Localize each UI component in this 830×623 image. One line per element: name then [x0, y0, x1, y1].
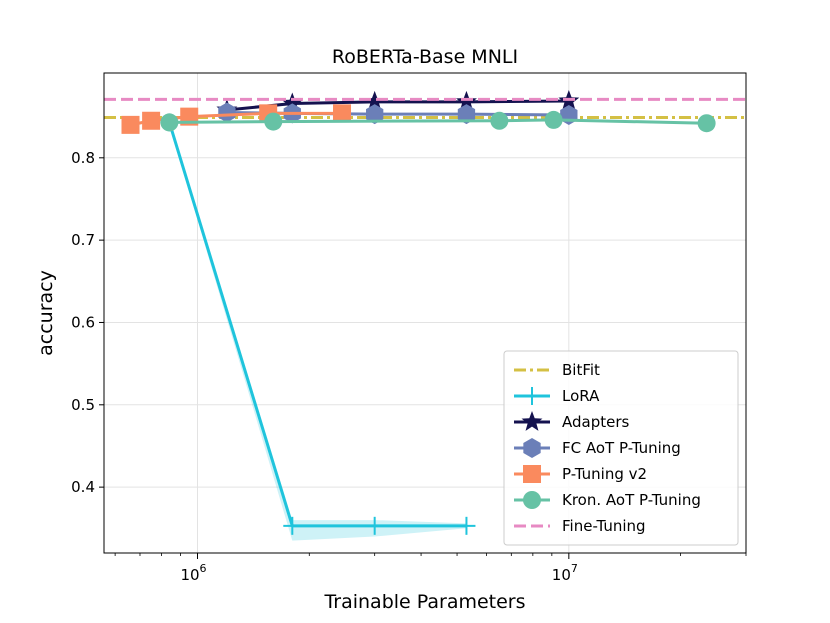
legend-item-bitfit: BitFit: [514, 361, 600, 379]
legend-marker-p-tuning-v2: [523, 465, 541, 483]
data-point-kron-aot-p-tuning: [264, 112, 283, 131]
data-point-p-tuning-v2: [142, 111, 161, 130]
data-point-fc-aot-p-tuning: [218, 102, 236, 123]
data-point-adapters: [364, 90, 386, 111]
legend-box: [503, 350, 739, 546]
legend-label-fine-tuning: Fine-Tuning: [562, 517, 646, 535]
series-line-lora: [167, 121, 467, 528]
data-point-fc-aot-p-tuning: [457, 104, 476, 125]
plot-frame: [103, 72, 747, 554]
y-tick-label: 0.8: [71, 149, 95, 167]
y-tick-label: 0.6: [71, 313, 95, 331]
legend-item-fine-tuning: Fine-Tuning: [514, 517, 646, 535]
y-tick-label: 0.7: [71, 231, 95, 249]
x-tick-label: 107: [552, 562, 578, 584]
legend-item-lora: LoRA: [514, 387, 600, 405]
y-tick-label: 0.5: [71, 396, 95, 414]
x-axis-label: Trainable Parameters: [323, 591, 525, 613]
legend-label-lora: LoRA: [562, 387, 600, 405]
x-tick-label: 106: [180, 562, 206, 584]
series-layer: [104, 89, 746, 541]
data-point-p-tuning-v2: [333, 104, 352, 123]
legend-label-adapters: Adapters: [562, 413, 630, 431]
data-point-lora: [365, 516, 384, 535]
legend-marker-fc-aot-p-tuning: [523, 438, 541, 458]
data-point-kron-aot-p-tuning: [697, 114, 716, 133]
chart-title: RoBERTa-Base MNLI: [332, 46, 518, 68]
data-point-fc-aot-p-tuning: [366, 104, 384, 125]
legend-label-kron-aot-p-tuning: Kron. AoT P-Tuning: [562, 491, 701, 509]
data-point-lora: [457, 516, 476, 535]
legend-label-p-tuning-v2: P-Tuning v2: [562, 465, 647, 483]
legend-marker-kron-aot-p-tuning: [523, 491, 541, 509]
y-axis-label: accuracy: [35, 270, 57, 356]
legend-marker-lora: [523, 387, 541, 405]
y-tick-label: 0.4: [71, 478, 95, 496]
series-kron-aot-p-tuning: [160, 110, 716, 133]
legend-marker-adapters: [521, 411, 543, 431]
data-point-kron-aot-p-tuning: [490, 111, 509, 130]
legend-item-kron-aot-p-tuning: Kron. AoT P-Tuning: [514, 491, 701, 509]
data-point-kron-aot-p-tuning: [160, 113, 179, 132]
legend-item-p-tuning-v2: P-Tuning v2: [514, 465, 647, 483]
legend-item-fc-aot-p-tuning: FC AoT P-Tuning: [514, 438, 681, 458]
data-point-adapters: [281, 92, 303, 113]
legend-label-fc-aot-p-tuning: FC AoT P-Tuning: [562, 439, 681, 457]
legend-item-adapters: Adapters: [514, 411, 630, 431]
legend-label-bitfit: BitFit: [562, 361, 600, 379]
ticks: 0.4 0.5 0.6 0.7 0.8 106 107: [71, 149, 747, 584]
legend: BitFit LoRA Adapters FC AoT P-Tuning P-Tunin…: [503, 350, 739, 546]
data-point-kron-aot-p-tuning: [544, 110, 563, 129]
data-point-p-tuning-v2: [121, 115, 140, 134]
data-point-lora: [283, 516, 302, 535]
